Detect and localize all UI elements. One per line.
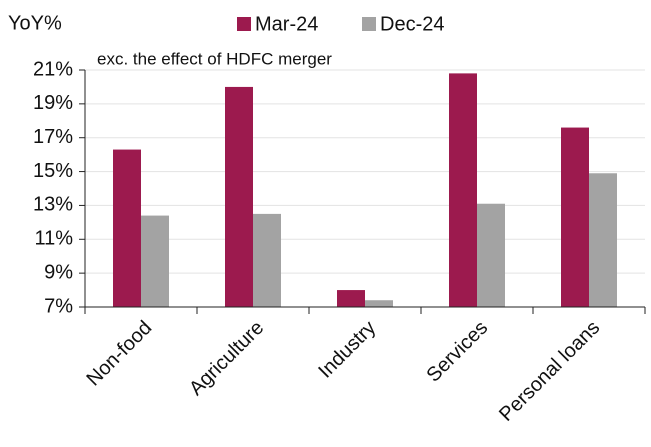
bar — [141, 215, 169, 307]
bar — [561, 127, 589, 307]
y-tick-label: 11% — [34, 228, 73, 250]
bar — [477, 203, 505, 307]
x-tick-label: Agriculture — [185, 317, 268, 400]
bar — [337, 290, 365, 307]
bar — [113, 149, 141, 307]
y-tick-label: 19% — [33, 92, 73, 114]
y-tick-label: 7% — [44, 295, 73, 317]
bar — [589, 173, 617, 307]
bar — [449, 73, 477, 307]
legend-swatch — [237, 17, 251, 31]
bar — [225, 86, 253, 307]
y-tick-label: 13% — [33, 194, 73, 216]
annotation: exc. the effect of HDFC merger — [97, 49, 332, 68]
legend-swatch — [362, 17, 376, 31]
legend-label: Dec-24 — [380, 13, 444, 35]
y-tick-label: 15% — [33, 160, 73, 182]
y-tick-label: 17% — [33, 126, 73, 148]
x-tick-label: Industry — [314, 317, 380, 383]
bar — [365, 300, 393, 307]
y-axis-label: YoY% — [8, 12, 62, 34]
x-tick-label: Services — [422, 317, 492, 387]
bar — [253, 213, 281, 307]
x-tick-label: Personal loans — [495, 317, 604, 426]
y-tick-label: 21% — [33, 58, 73, 80]
x-tick-label: Non-food — [83, 317, 157, 391]
legend-label: Mar-24 — [255, 13, 318, 35]
y-tick-label: 9% — [44, 261, 73, 283]
